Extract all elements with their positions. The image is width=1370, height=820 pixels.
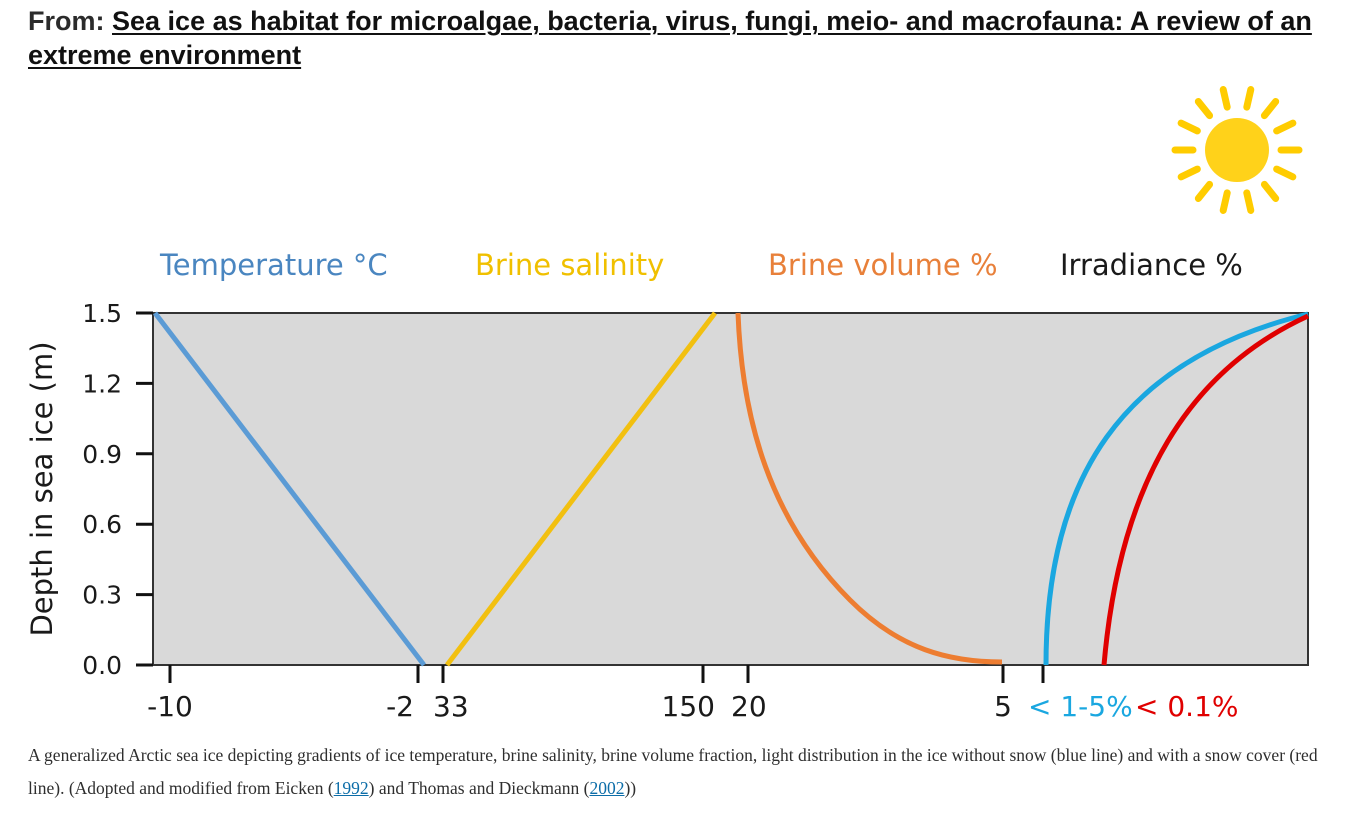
sun-icon [1171, 86, 1303, 214]
y-tick-label: 1.2 [82, 369, 122, 398]
sun-ray [1219, 86, 1231, 111]
sun-ray [1273, 165, 1297, 181]
figure-source-title: From: Sea ice as habitat for microalgae,… [28, 4, 1328, 72]
x-tick-label: -2 [386, 690, 414, 723]
brine-salinity-line [445, 311, 717, 667]
title-prefix: From: [28, 6, 105, 36]
temperature-line [153, 311, 426, 667]
y-tick-label: 0.6 [82, 510, 122, 539]
x-tick-label: 150 [662, 690, 715, 723]
plot-area [152, 312, 1309, 666]
reference-link-2002[interactable]: 2002 [589, 778, 625, 798]
sun-disc [1205, 118, 1269, 182]
figure-caption: A generalized Arctic sea ice depicting g… [28, 739, 1328, 805]
sun-ray [1219, 189, 1231, 214]
sun-ray [1194, 98, 1214, 120]
sun-ray [1177, 119, 1201, 135]
y-tick-label: 0.0 [82, 651, 122, 680]
y-axis-label: Depth in sea ice (m) [25, 341, 59, 636]
x-tick-label: 20 [731, 690, 767, 723]
y-tick-label: 0.3 [82, 581, 122, 610]
sun-ray [1194, 180, 1214, 202]
panel-label-brine-volume: Brine volume % [768, 248, 998, 282]
reference-link-1992[interactable]: 1992 [333, 778, 369, 798]
brine-volume-curve [735, 312, 1003, 665]
panel-label-irradiance: Irradiance % [1060, 248, 1243, 282]
caption-text: ) and Thomas and Dieckmann ( [368, 778, 590, 798]
y-tick-label: 0.9 [82, 440, 122, 469]
caption-text: A generalized Arctic sea ice depicting g… [28, 745, 1318, 798]
sun-ray [1273, 119, 1297, 135]
panel-label-temperature: Temperature °C [159, 248, 388, 282]
caption-text: )) [624, 778, 637, 798]
x-tick-label: 33 [433, 690, 469, 723]
sea-ice-chart: Temperature °C Brine salinity Brine volu… [25, 86, 1310, 723]
sun-ray [1260, 98, 1280, 120]
x-tick-label: < 0.1% [1135, 690, 1239, 723]
sun-ray [1260, 180, 1280, 202]
sun-ray [1243, 189, 1255, 214]
irradiance-snow-curve [1101, 313, 1310, 666]
sun-ray [1177, 165, 1201, 181]
y-tick-label: 1.5 [82, 299, 122, 328]
article-title-link[interactable]: Sea ice as habitat for microalgae, bacte… [28, 6, 1312, 70]
panel-label-brine-salinity: Brine salinity [475, 248, 664, 282]
x-tick-label: -10 [147, 690, 193, 723]
irradiance-no-snow-curve [1043, 311, 1309, 666]
sun-ray [1243, 86, 1255, 111]
x-tick-label: < 1-5% [1028, 690, 1133, 723]
x-tick-label: 5 [994, 690, 1012, 723]
